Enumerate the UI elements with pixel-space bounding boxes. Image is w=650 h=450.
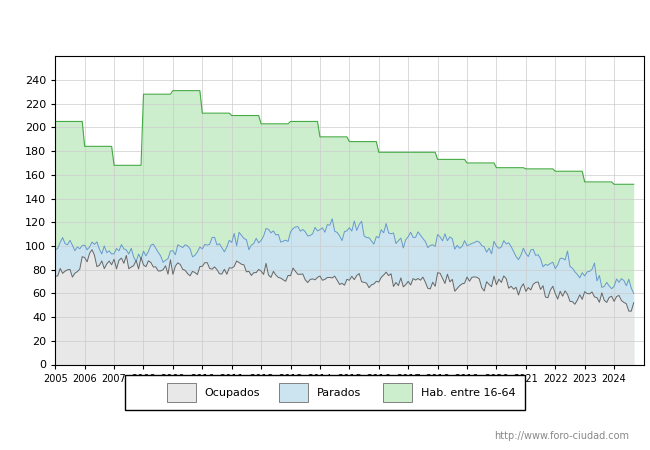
Text: Ocupados: Ocupados: [204, 387, 260, 398]
Bar: [280, 383, 308, 402]
FancyBboxPatch shape: [125, 375, 525, 410]
Text: Agrón - Evolucion de la poblacion en edad de Trabajar Septiembre de 2024: Agrón - Evolucion de la poblacion en eda…: [44, 17, 606, 30]
Bar: [167, 383, 196, 402]
Bar: [384, 383, 412, 402]
Text: http://www.foro-ciudad.com: http://www.foro-ciudad.com: [494, 431, 629, 441]
Text: Parados: Parados: [317, 387, 361, 398]
Text: Hab. entre 16-64: Hab. entre 16-64: [421, 387, 515, 398]
